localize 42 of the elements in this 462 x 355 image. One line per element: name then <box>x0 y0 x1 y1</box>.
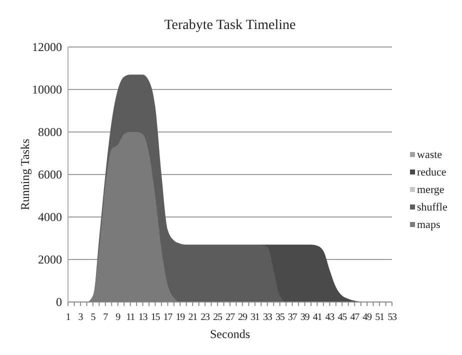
x-tick-label: 47 <box>350 312 360 323</box>
x-tick-label: 51 <box>375 312 385 323</box>
y-tick-label: 4000 <box>38 210 62 224</box>
legend-label: merge <box>417 184 444 196</box>
x-tick-label: 15 <box>150 312 160 323</box>
chart-title: Terabyte Task Timeline <box>164 18 296 33</box>
x-tick-label: 39 <box>300 312 310 323</box>
x-tick-label: 41 <box>312 312 322 323</box>
y-tick-label: 2000 <box>38 252 62 266</box>
x-tick-label: 13 <box>138 312 148 323</box>
y-tick-label: 12000 <box>32 40 62 54</box>
legend-label: shuffle <box>417 202 448 214</box>
x-tick-label: 35 <box>275 312 285 323</box>
legend-label: waste <box>417 149 442 161</box>
x-tick-label: 23 <box>200 312 210 323</box>
x-axis-title: Seconds <box>210 327 250 341</box>
x-tick-label: 45 <box>338 312 348 323</box>
x-tick-label: 33 <box>262 312 272 323</box>
x-tick-label: 11 <box>126 312 136 323</box>
x-tick-label: 43 <box>325 312 335 323</box>
y-tick-label: 10000 <box>32 82 62 96</box>
legend-label: maps <box>417 219 440 231</box>
x-tick-label: 7 <box>103 312 108 323</box>
x-tick-label: 17 <box>163 312 173 323</box>
x-tick-label: 37 <box>288 312 298 323</box>
y-tick-label: 0 <box>56 295 62 309</box>
x-tick-label: 53 <box>388 312 397 323</box>
x-tick-label: 1 <box>66 312 71 323</box>
x-tick-label: 49 <box>362 312 372 323</box>
legend-label: reduce <box>417 166 446 178</box>
x-tick-label: 21 <box>188 312 198 323</box>
y-tick-label: 8000 <box>38 125 62 139</box>
x-tick-label: 31 <box>250 312 260 323</box>
x-tick-label: 29 <box>238 312 248 323</box>
x-tick-label: 25 <box>213 312 223 323</box>
x-tick-label: 19 <box>176 312 186 323</box>
x-tick-label: 9 <box>116 312 121 323</box>
y-axis-title: Running Tasks <box>18 138 32 210</box>
x-tick-label: 27 <box>226 312 235 323</box>
y-tick-label: 6000 <box>38 168 62 182</box>
x-tick-label: 5 <box>90 312 96 323</box>
x-tick-label: 3 <box>78 312 84 323</box>
